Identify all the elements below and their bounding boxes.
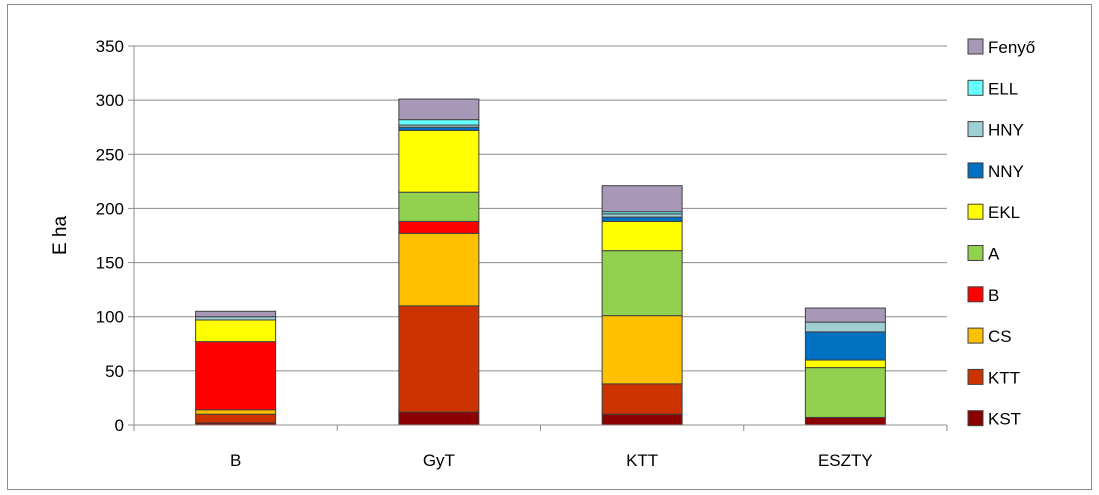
legend-label: NNY [988,162,1024,181]
bar-segment [398,129,480,193]
legend-label: HNY [988,121,1024,140]
bar-segment [804,367,886,418]
legend-swatch [967,368,984,385]
legend-label: KTT [988,368,1020,387]
legend-swatch [967,162,984,179]
legend-swatch [967,79,984,96]
legend-swatch [967,410,984,427]
legend-swatch [967,245,984,261]
bar-segment [398,98,480,121]
bar-segment [804,307,886,323]
bar-segment [398,411,480,426]
y-tick-label: 50 [105,362,124,381]
bar-segment [804,321,886,333]
chart-frame [7,4,1092,490]
legend-label: KST [988,410,1021,429]
bar-segment [804,359,886,369]
legend-label: Fenyő [988,38,1035,57]
legend-swatch [967,286,984,303]
axes: 0 50 100 150 200 250 300 350 E ha B GyT KTT ESZTY [50,37,948,470]
bar-segment [601,220,683,252]
legend-label: CS [988,327,1012,346]
y-tick-label: 200 [96,199,124,218]
bar-segment [195,413,277,424]
x-tick-label: ESZTY [818,451,873,470]
y-tick-label: 350 [96,37,124,56]
bar-segment [195,310,277,318]
bar-segment [195,409,277,415]
bar-segment [601,315,683,385]
bar-segment [804,331,886,361]
bars [195,98,886,426]
legend-label: B [988,286,999,305]
x-tick-label: GyT [423,451,455,470]
legend-swatch [967,121,984,138]
y-tick-label: 100 [96,308,124,327]
bar-segment [398,191,480,222]
bar-segment [804,416,886,426]
y-tick-label: 250 [96,145,124,164]
legend: Fenyő ELL HNY NNY EKL A B CS KTT KST [967,38,1035,429]
bar-segment [398,119,480,126]
bar-segment [398,220,480,234]
legend-label: A [988,245,1000,264]
legend-swatch [967,203,984,220]
bar-segment [195,319,277,343]
bar-segment [601,185,683,213]
x-tick-label: B [230,451,241,470]
y-tick-label: 300 [96,91,124,110]
x-tick-label: KTT [626,451,658,470]
y-axis-title: E ha [50,216,71,256]
y-tick-label: 0 [115,416,124,435]
bar-segment [601,250,683,317]
bar-segment [398,232,480,307]
legend-label: EKL [988,203,1020,222]
bar-segment [195,341,277,411]
y-tick-label: 150 [96,254,124,273]
legend-swatch [967,327,984,344]
bar-segment [601,413,683,426]
legend-swatch [967,38,984,55]
bar-segment [398,305,480,413]
bar-segment [601,383,683,415]
bar-segment [601,216,683,222]
legend-label: ELL [988,79,1018,98]
